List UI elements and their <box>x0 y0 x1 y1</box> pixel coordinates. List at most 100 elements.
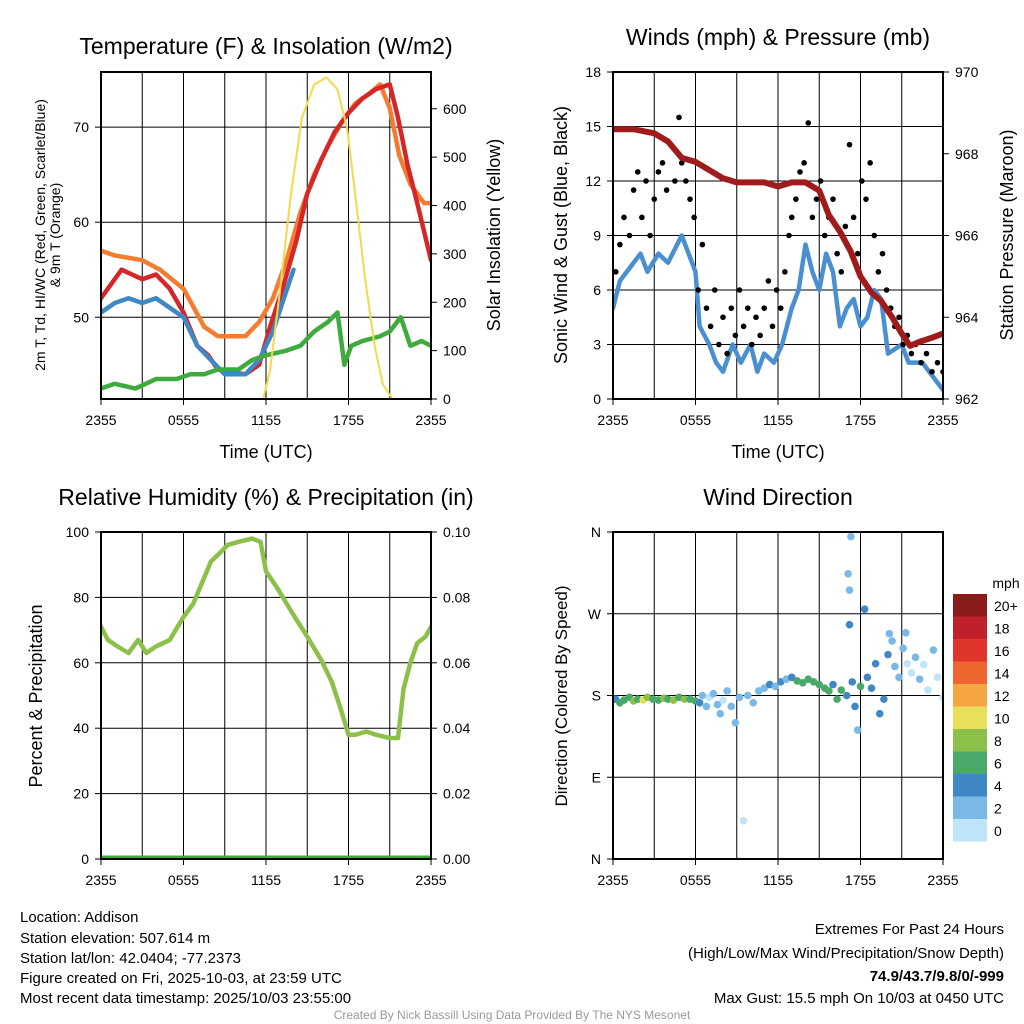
wind-gust-point <box>850 214 857 221</box>
credit-line: Created By Nick Bassill Using Data Provi… <box>334 1008 691 1022</box>
rh-xtick-label: 1755 <box>333 872 364 888</box>
wind-gust-point <box>621 214 627 221</box>
dir-ytick-label: W <box>588 606 602 622</box>
dir-point <box>743 691 752 700</box>
wind-gust-point <box>634 169 641 175</box>
dir-xtick-label: 1155 <box>763 872 793 888</box>
wind-gust-point <box>720 314 726 321</box>
dir-point <box>731 718 740 727</box>
wind-gust-point <box>695 287 702 293</box>
wind-gust-point <box>683 178 689 184</box>
dir-point <box>885 629 894 638</box>
footer-created: Figure created on Fri, 2025-10-03, at 23… <box>20 970 342 987</box>
legend-swatch <box>953 684 987 707</box>
dir-point <box>851 702 859 711</box>
wind-gust-point <box>724 350 730 357</box>
temp-ytick-right-label: 400 <box>443 198 467 214</box>
wind-gust-point <box>716 341 722 348</box>
temp-td-line <box>101 310 431 391</box>
wind-xlabel: Time (UTC) <box>731 442 824 462</box>
wind-gust-point <box>626 232 633 239</box>
wind-ytick-label: 9 <box>593 228 601 244</box>
wind-gust-point <box>630 187 637 193</box>
wind-gust-point <box>934 359 941 366</box>
wind-gust-point <box>769 323 776 330</box>
dir-point <box>845 586 854 594</box>
wind-ytick-label: 3 <box>593 337 601 353</box>
dir-point <box>760 684 769 693</box>
dir-point <box>719 696 727 704</box>
dir-point <box>833 695 841 703</box>
dir-point <box>860 605 869 614</box>
dir-xtick-label: 1755 <box>845 872 876 888</box>
dir-point <box>880 695 888 703</box>
legend-label: 18 <box>994 621 1010 637</box>
temp-ytick-label: 60 <box>73 214 89 230</box>
wind-gust-point <box>643 178 649 184</box>
temp-xtick-label: 2355 <box>415 412 446 428</box>
wind-gust-point <box>736 287 743 293</box>
legend-label: 6 <box>994 756 1002 772</box>
wind-gust-point <box>639 214 645 221</box>
rh-ytick-right-label: 0.06 <box>443 655 470 671</box>
dir-xtick-label: 2355 <box>927 872 958 888</box>
wind-gust-point <box>809 214 816 221</box>
temp-xtick-label: 2355 <box>85 412 116 428</box>
dir-ytick-label: N <box>591 851 601 867</box>
wind-gust-point <box>711 287 718 293</box>
temp-frame <box>100 71 432 400</box>
dir-ylabel: Direction (Colored By Speed) <box>552 585 571 806</box>
rh-data <box>101 536 431 859</box>
wind-gust-point <box>613 269 619 275</box>
legend-label: 8 <box>994 733 1002 749</box>
dir-point <box>739 817 748 825</box>
legend-swatch <box>953 774 987 797</box>
wind-gust-point <box>875 269 882 275</box>
wind-ylabel-right: Station Pressure (Maroon) <box>997 129 1017 340</box>
legend-label: 4 <box>994 778 1002 794</box>
extremes-values: 74.9/43.7/9.8/0/-999 <box>870 968 1004 985</box>
wind-gust-point <box>773 287 780 293</box>
dir-point <box>825 687 833 695</box>
dir-point <box>891 662 899 671</box>
wind-data <box>613 114 943 393</box>
dir-ytick-label: N <box>591 524 601 540</box>
dir-point <box>837 686 846 694</box>
footer-elevation: Station elevation: 507.614 m <box>20 930 210 947</box>
rh-ytick-label: 20 <box>73 786 89 802</box>
dir-point <box>723 687 731 695</box>
wind-gust-point <box>749 341 755 348</box>
wind-gust-point <box>744 305 751 311</box>
wind-gust-point <box>879 250 886 257</box>
wind-gust-point <box>918 359 924 366</box>
dir-point <box>888 637 896 645</box>
legend-swatch <box>953 751 987 774</box>
footer-latlon: Station lat/lon: 42.0404; -77.2373 <box>20 950 241 967</box>
wind-gust-point <box>854 250 861 257</box>
legend-label: 16 <box>994 643 1010 659</box>
temp-title: Temperature (F) & Insolation (W/m2) <box>79 33 452 59</box>
rh-plot: 2355 0555 1155 1755 2355 0 20 40 60 80 100 0.00 0.02… <box>66 524 471 888</box>
dir-point <box>702 702 711 711</box>
extremes-subtitle: (High/Low/Max Wind/Precipitation/Snow De… <box>688 945 1004 962</box>
wind-plot: 2355 0555 1155 1755 2355 0 3 6 9 12 15 18 962 964 966 9… <box>585 64 978 428</box>
temp-xtick-label: 0555 <box>168 412 199 428</box>
dir-title: Wind Direction <box>703 484 853 510</box>
wind-xtick-label: 1755 <box>845 412 876 428</box>
temp-ytick-right-label: 0 <box>443 391 451 407</box>
temp-ylabel-right: Solar Insolation (Yellow) <box>484 139 504 331</box>
rh-xtick-label: 2355 <box>415 872 446 888</box>
wind-gust-point <box>761 305 768 311</box>
rh-ytick-label: 0 <box>81 851 89 867</box>
temp-ylabel-2: & 9m T (Orange) <box>47 183 63 288</box>
legend-title: mph <box>992 575 1019 591</box>
temp-9m-t-line <box>101 82 431 339</box>
rh-xtick-label: 2355 <box>85 872 116 888</box>
wind-gust-point <box>782 269 788 275</box>
wind-gust-point <box>813 196 820 202</box>
rh-xtick-label: 0555 <box>168 872 199 888</box>
dir-point <box>884 650 892 659</box>
legend-label: 20+ <box>994 598 1018 614</box>
temp-ytick-label: 70 <box>73 119 89 135</box>
wind-gust-point <box>757 332 763 339</box>
